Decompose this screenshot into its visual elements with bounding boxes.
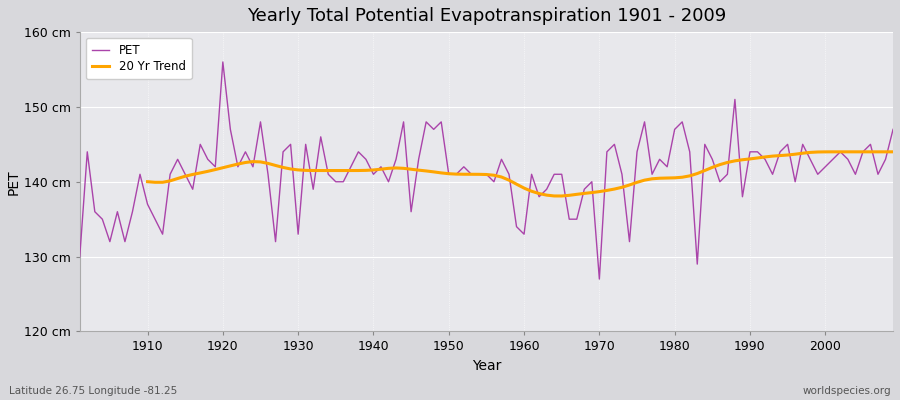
20 Yr Trend <box>315 168 326 173</box>
PET <box>887 127 898 132</box>
Line: 20 Yr Trend: 20 Yr Trend <box>148 152 893 196</box>
PET <box>624 239 634 244</box>
20 Yr Trend <box>594 189 605 194</box>
PET <box>594 277 605 282</box>
PET <box>75 254 86 259</box>
PET <box>135 172 146 177</box>
20 Yr Trend <box>865 150 876 154</box>
Text: Latitude 26.75 Longitude -81.25: Latitude 26.75 Longitude -81.25 <box>9 386 177 396</box>
Y-axis label: PET: PET <box>7 169 21 194</box>
X-axis label: Year: Year <box>472 359 501 373</box>
PET <box>518 232 529 236</box>
Text: worldspecies.org: worldspecies.org <box>803 386 891 396</box>
20 Yr Trend <box>887 150 898 154</box>
Line: PET: PET <box>80 62 893 279</box>
PET <box>526 172 537 177</box>
Title: Yearly Total Potential Evapotranspiration 1901 - 2009: Yearly Total Potential Evapotranspiratio… <box>247 7 726 25</box>
20 Yr Trend <box>842 150 853 154</box>
20 Yr Trend <box>526 189 537 194</box>
Legend: PET, 20 Yr Trend: PET, 20 Yr Trend <box>86 38 192 79</box>
20 Yr Trend <box>142 179 153 184</box>
PET <box>308 187 319 192</box>
20 Yr Trend <box>835 150 846 154</box>
PET <box>218 60 229 64</box>
PET <box>353 150 364 154</box>
20 Yr Trend <box>556 194 567 198</box>
20 Yr Trend <box>285 166 296 171</box>
